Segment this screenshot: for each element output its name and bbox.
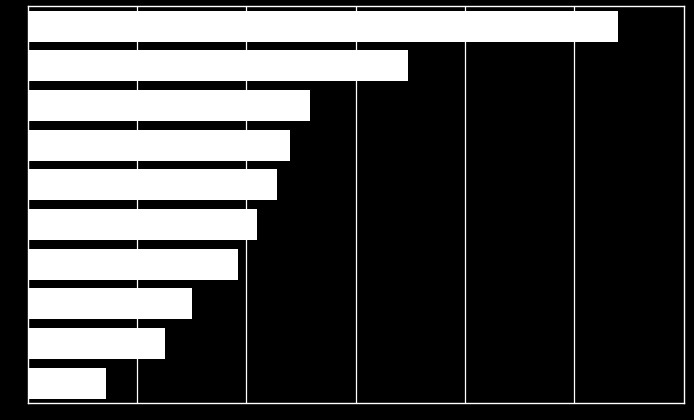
Bar bbox=[28, 130, 290, 161]
Bar bbox=[28, 368, 106, 399]
Bar bbox=[28, 328, 165, 359]
Bar bbox=[28, 249, 237, 280]
Bar bbox=[28, 10, 618, 42]
Bar bbox=[28, 169, 277, 200]
Bar bbox=[28, 50, 408, 81]
Bar bbox=[28, 90, 310, 121]
Bar bbox=[28, 289, 192, 320]
Bar bbox=[28, 209, 257, 240]
